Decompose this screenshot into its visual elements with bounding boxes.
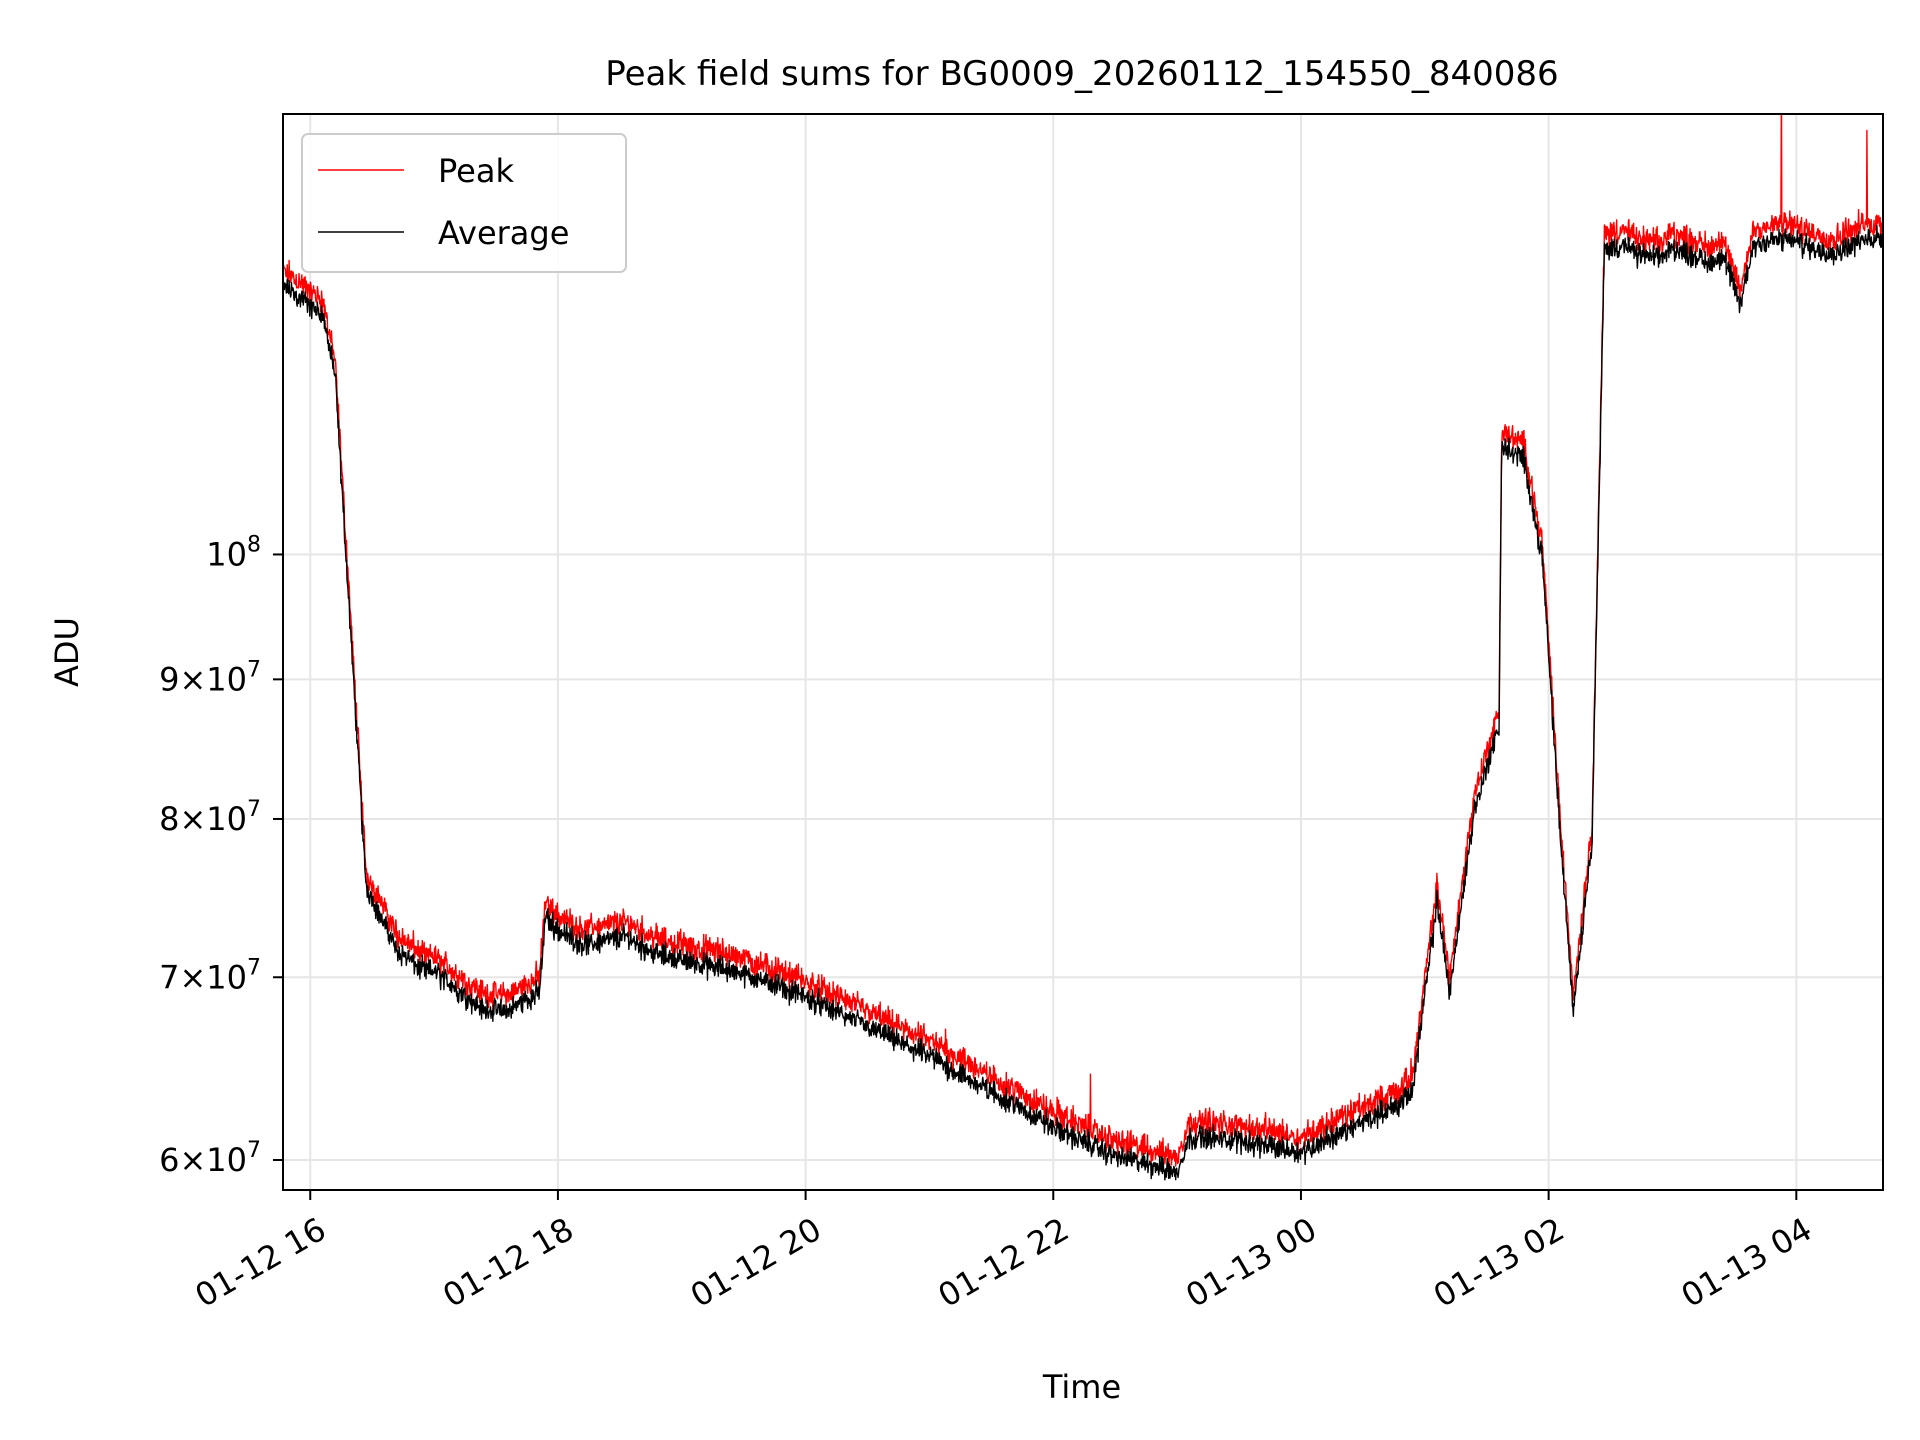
y-tick-exponent: 8: [247, 532, 261, 557]
y-tick-base: 9×10: [159, 660, 247, 698]
y-tick-exponent: 7: [247, 657, 261, 682]
y-tick-exponent: 7: [247, 797, 261, 822]
y-tick-base: 7×10: [159, 958, 247, 996]
series-line-peak: [283, 114, 1883, 1167]
y-tick-base: 6×10: [159, 1141, 247, 1179]
legend-box: [301, 133, 627, 273]
y-tick-exponent: 7: [247, 955, 261, 980]
y-tick-label: 108: [206, 532, 261, 573]
x-axis-label: Time: [1042, 1368, 1121, 1406]
legend-average-label: Average: [438, 214, 569, 252]
plot-frame: [282, 113, 1884, 1191]
y-tick-exponent: 7: [247, 1138, 261, 1163]
grid-lines: [283, 114, 1883, 1190]
series-layer: [283, 114, 1883, 1181]
y-tick-label: 9×107: [159, 657, 261, 698]
chart-title: Peak field sums for BG0009_20260112_1545…: [605, 54, 1558, 94]
y-tick-label: 8×107: [159, 797, 261, 838]
series-line-average: [283, 224, 1883, 1181]
legend-peak-label: Peak: [438, 152, 514, 190]
y-axis-label: ADU: [48, 617, 86, 687]
y-tick-base: 8×10: [159, 800, 247, 838]
y-tick-label: 6×107: [159, 1138, 261, 1179]
legend: Peak Average: [301, 133, 627, 273]
y-tick-label: 7×107: [159, 955, 261, 996]
y-tick-base: 10: [206, 535, 247, 573]
